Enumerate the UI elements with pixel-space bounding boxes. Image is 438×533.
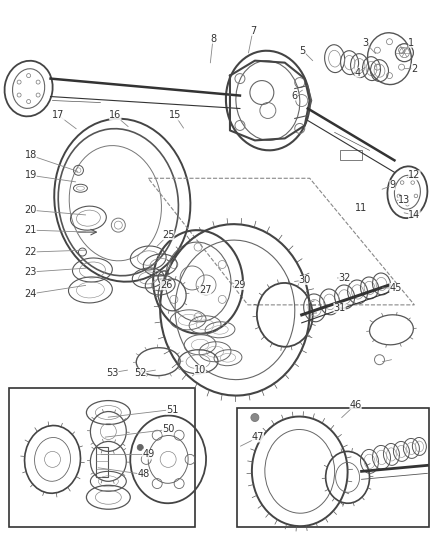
Text: 47: 47 (251, 432, 264, 442)
Bar (339, 150, 361, 160)
Bar (96, 447, 108, 478)
Text: 27: 27 (198, 285, 211, 295)
Text: 8: 8 (209, 34, 215, 44)
Text: 12: 12 (407, 170, 420, 180)
Text: 6: 6 (291, 91, 297, 101)
Text: 16: 16 (109, 110, 121, 120)
Text: 14: 14 (407, 210, 420, 220)
Text: 1: 1 (407, 38, 413, 48)
Text: 11: 11 (355, 203, 367, 213)
Text: 25: 25 (162, 230, 174, 240)
Text: 29: 29 (233, 280, 246, 290)
Text: 19: 19 (25, 170, 37, 180)
Text: 26: 26 (159, 280, 172, 290)
Text: 5: 5 (299, 46, 305, 55)
Text: 18: 18 (25, 150, 37, 160)
Bar (237, 408, 428, 527)
Text: 24: 24 (25, 289, 37, 299)
Circle shape (251, 414, 258, 422)
Text: 20: 20 (25, 205, 37, 215)
Text: 15: 15 (169, 110, 181, 120)
Text: 30: 30 (298, 275, 310, 285)
Text: 31: 31 (333, 303, 345, 313)
Text: 21: 21 (25, 225, 37, 235)
Text: 48: 48 (137, 470, 149, 479)
Bar (9, 387, 194, 527)
Text: 13: 13 (397, 195, 410, 205)
Text: 45: 45 (389, 283, 401, 293)
Text: 49: 49 (142, 449, 154, 459)
Text: 22: 22 (24, 247, 37, 257)
Text: 46: 46 (349, 400, 361, 409)
Text: 4: 4 (354, 68, 360, 78)
Text: 10: 10 (194, 365, 206, 375)
Text: 17: 17 (52, 110, 64, 120)
Text: 52: 52 (134, 368, 146, 378)
Text: 53: 53 (106, 368, 118, 378)
Text: 9: 9 (389, 180, 395, 190)
Text: 51: 51 (166, 405, 178, 415)
Text: 32: 32 (338, 273, 350, 283)
Text: 50: 50 (162, 424, 174, 434)
Text: 3: 3 (362, 38, 368, 48)
Text: 7: 7 (249, 26, 255, 36)
Text: 23: 23 (25, 267, 37, 277)
Text: 2: 2 (410, 63, 417, 74)
Circle shape (137, 445, 143, 450)
